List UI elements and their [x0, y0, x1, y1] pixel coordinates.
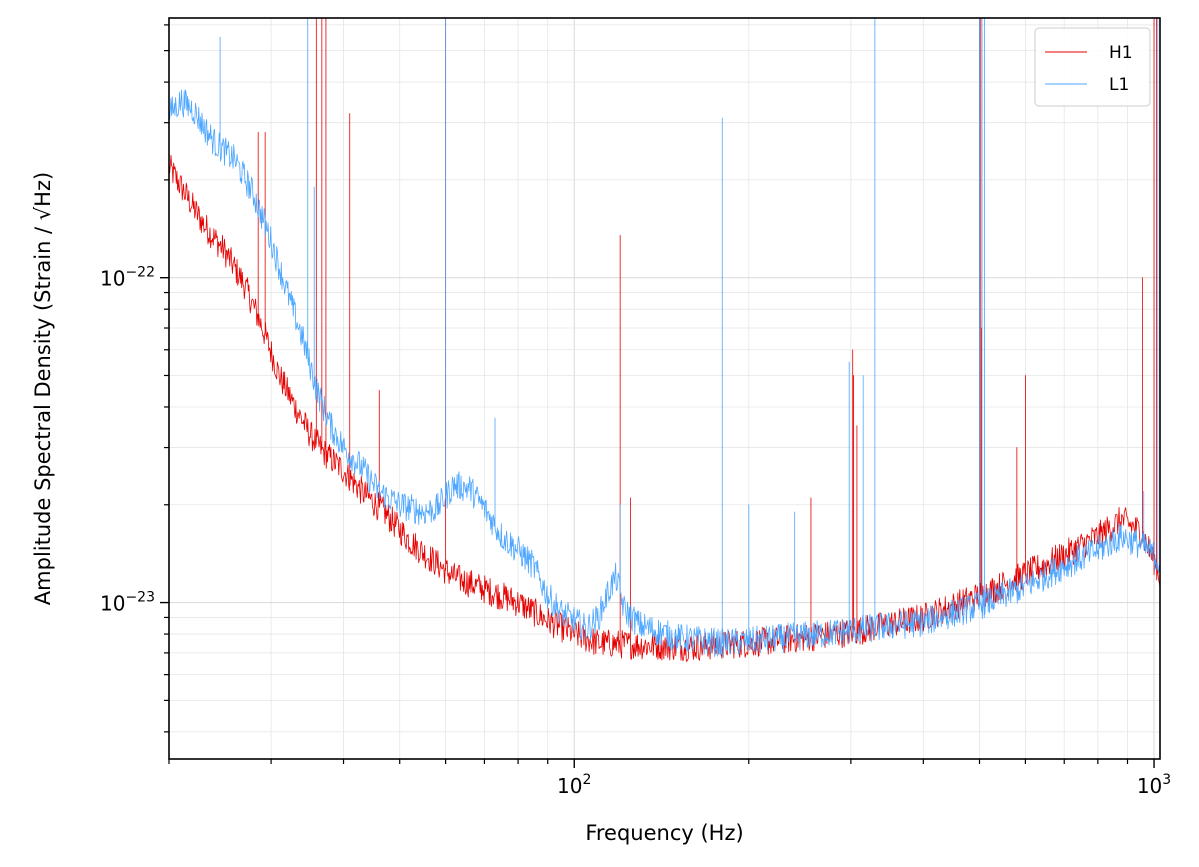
y-tick-label: 10−23 [100, 590, 155, 616]
y-axis-label: Amplitude Spectral Density (Strain / √Hz… [31, 172, 55, 605]
x-tick-label: 102 [557, 772, 591, 798]
legend: H1 L1 [1034, 27, 1151, 107]
legend-box [1034, 27, 1151, 107]
legend-label-h1: H1 [1109, 43, 1133, 63]
x-axis-label: Frequency (Hz) [585, 821, 743, 845]
y-tick-label: 10−22 [100, 265, 155, 291]
tick-labels: 102 103 10−22 10−23 [100, 265, 1171, 798]
series-layer [169, 18, 1160, 662]
x-tick-label: 103 [1137, 772, 1171, 798]
legend-label-l1: L1 [1109, 75, 1129, 95]
ticks [160, 24, 1155, 768]
plot-frame [168, 17, 1161, 760]
series-line-h1 [169, 18, 1160, 662]
series-line-l1 [169, 18, 1160, 658]
